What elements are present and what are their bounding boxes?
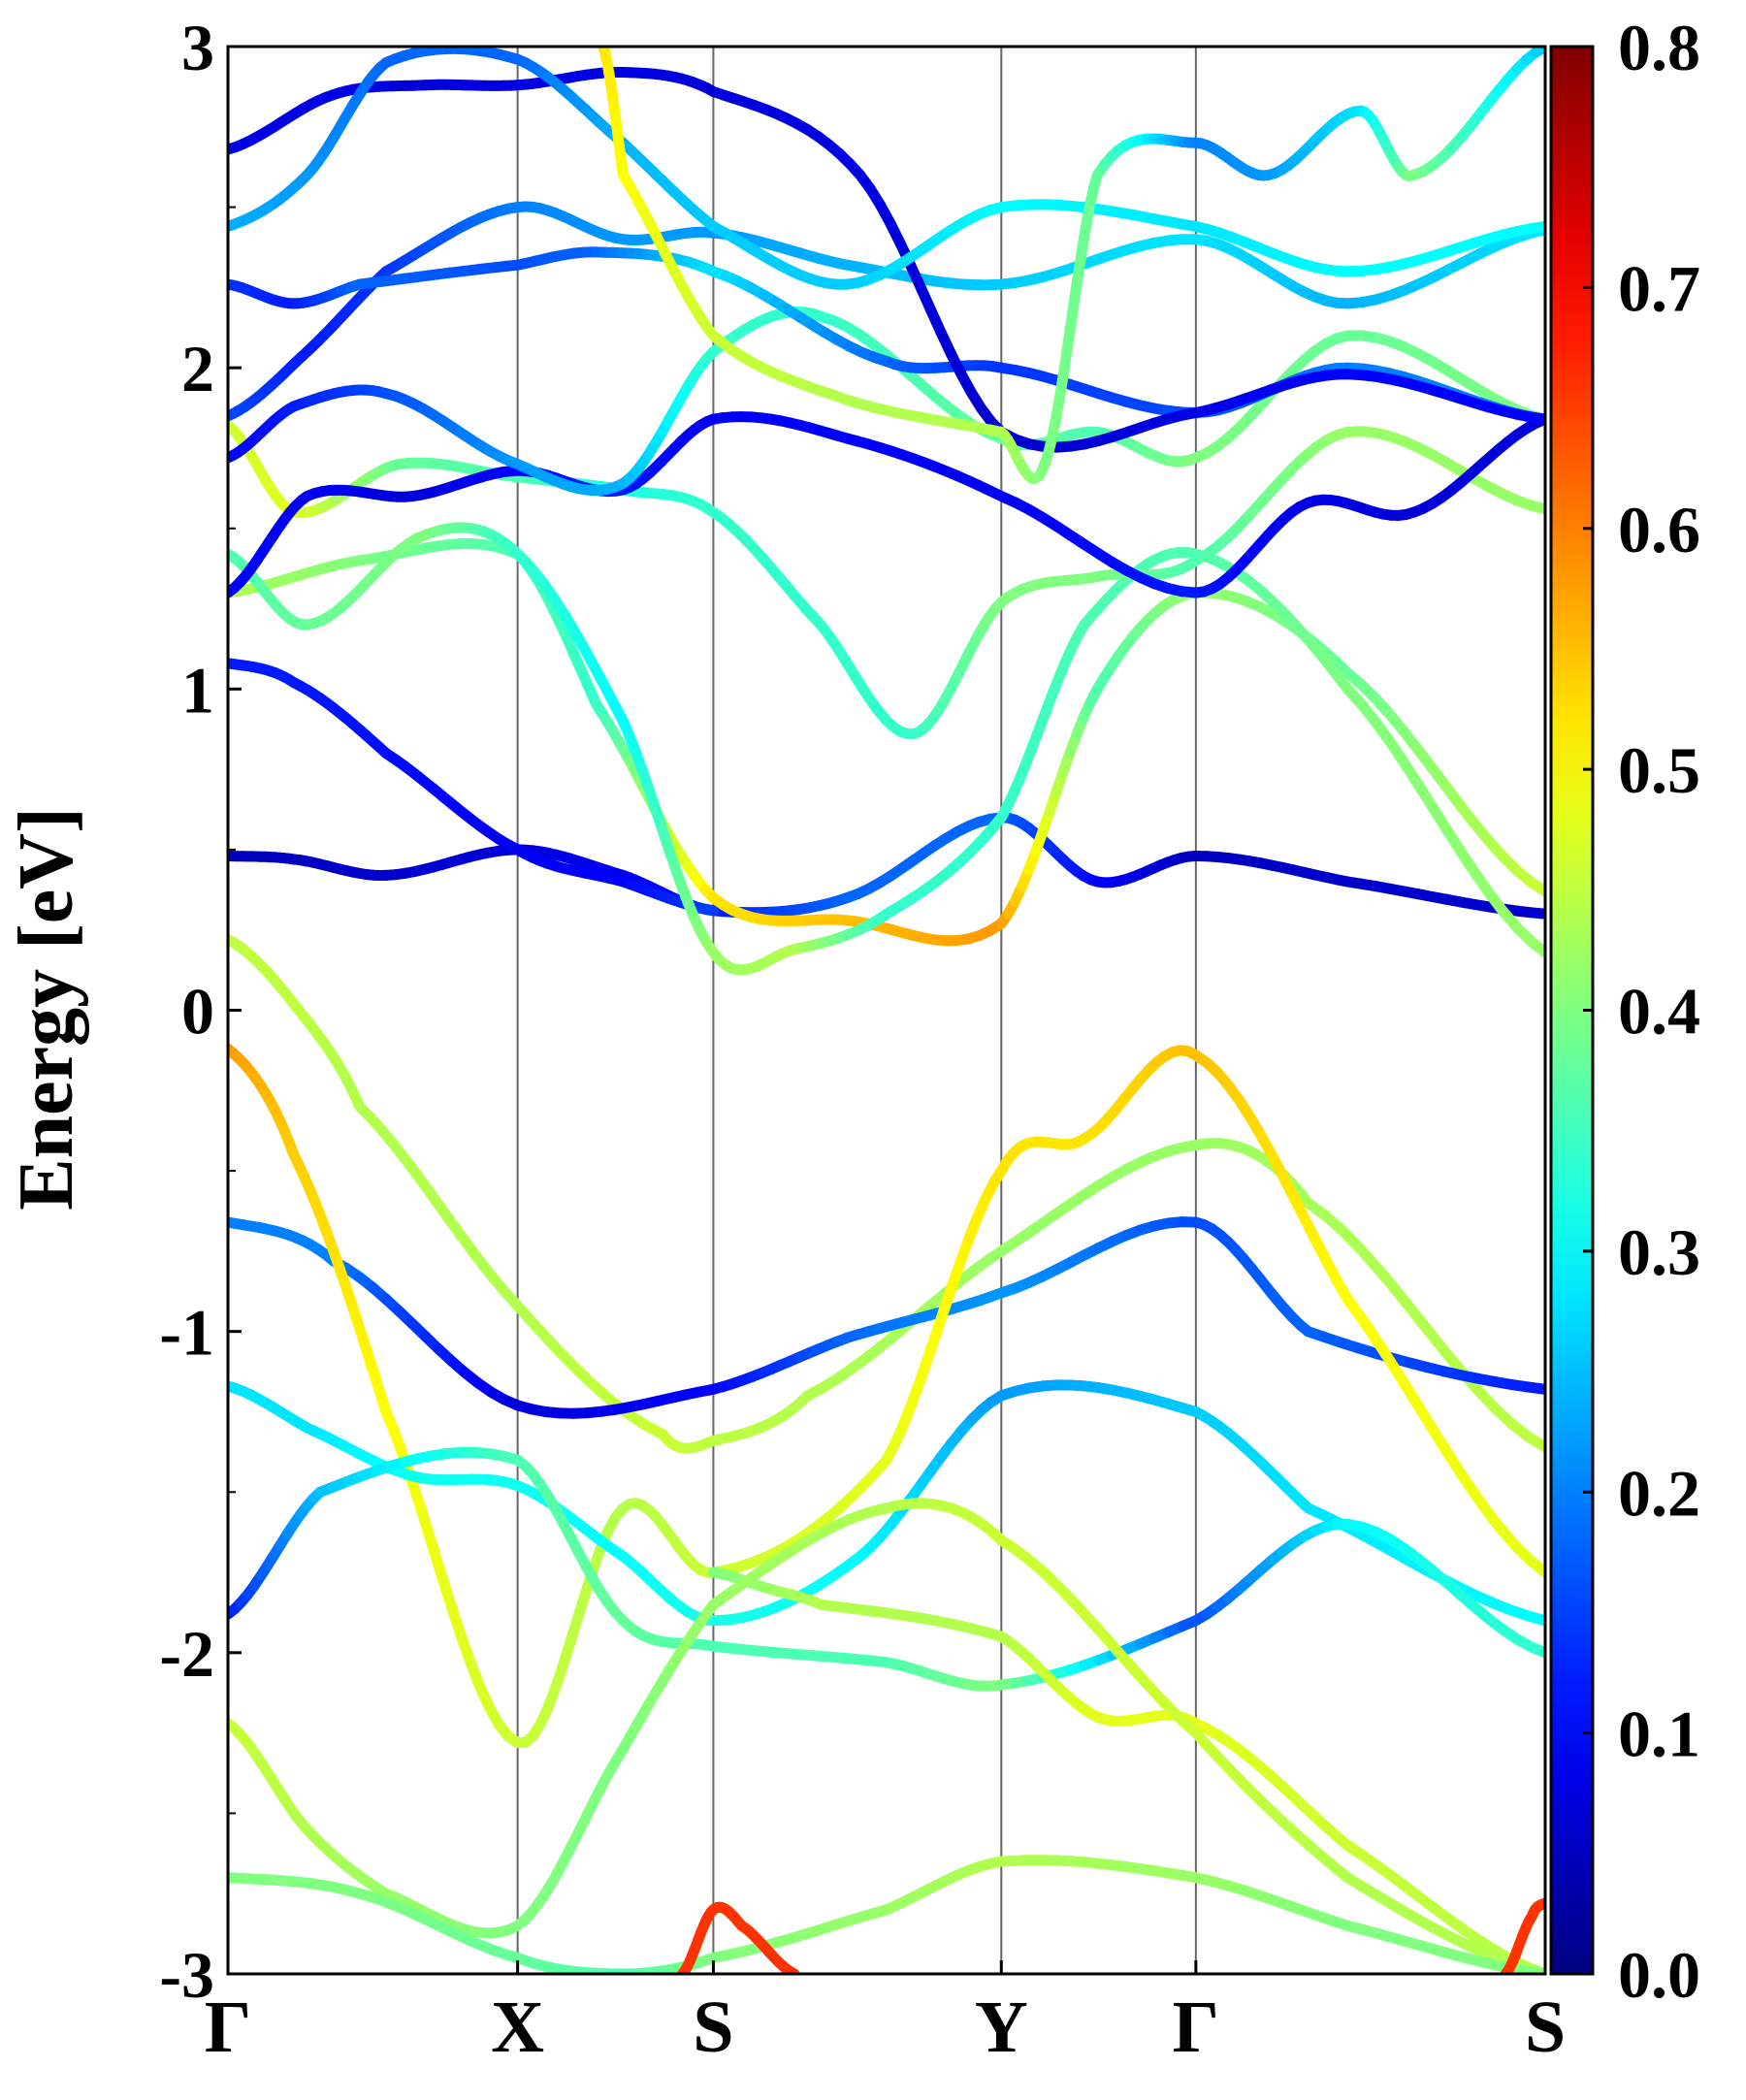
y-tick-label: 1	[181, 653, 214, 727]
y-tick-label: -1	[159, 1296, 214, 1370]
band-5	[228, 1049, 1545, 1742]
band-segment	[1532, 1647, 1546, 1653]
bands	[228, 47, 1545, 1974]
y-tick-label: 3	[181, 11, 214, 84]
band-segment	[1532, 417, 1546, 419]
band-segment	[1532, 883, 1546, 892]
colorbar-tick-label: 0.3	[1618, 1215, 1700, 1289]
band-segment	[1529, 1437, 1546, 1447]
y-tick-label: 0	[181, 975, 214, 1049]
band-4	[228, 1222, 1545, 1414]
colorbar-tick-label: 0.4	[1618, 975, 1700, 1049]
band-15	[228, 73, 1545, 448]
k-point-label: S	[1525, 1987, 1566, 2068]
k-point-label: Γ	[1173, 1987, 1219, 2068]
band-19	[228, 1503, 1545, 1974]
band-segment	[1532, 942, 1546, 953]
band-11	[228, 417, 1545, 593]
colorbar-tick-label: 0.7	[1618, 251, 1700, 325]
colorbar-tick-label: 0.2	[1618, 1456, 1700, 1530]
y-tick-label: 2	[181, 332, 214, 405]
band-18	[713, 1572, 1545, 1974]
band-7	[228, 1452, 1545, 1686]
band-13	[228, 207, 1545, 416]
band-segment	[1529, 1387, 1546, 1389]
band-segment	[1532, 913, 1546, 914]
band-9	[228, 528, 1545, 970]
band-segment	[1532, 505, 1546, 509]
band-segment	[1532, 1562, 1546, 1573]
k-point-label: Y	[975, 1987, 1028, 2068]
k-point-label: X	[491, 1987, 544, 2068]
k-point-label: Γ	[205, 1987, 251, 2068]
colorbar-tick-label: 0.0	[1618, 1938, 1700, 2012]
y-axis-label: Energy [eV]	[4, 807, 89, 1210]
k-point-label: S	[693, 1987, 733, 2068]
band-segment	[1529, 1616, 1546, 1621]
colorbar-tick-label: 0.6	[1618, 493, 1700, 566]
colorbar-tick-label: 0.8	[1618, 11, 1700, 84]
colorbar-tick-label: 0.5	[1618, 733, 1700, 807]
band-1	[228, 818, 1545, 914]
colorbar-ticks: 0.0 0.1 0.2 0.3 0.4 0.5 0.6 0.7 0.8	[1583, 11, 1700, 2012]
band-3	[228, 940, 1545, 1449]
y-tick-label: -2	[159, 1617, 214, 1691]
band-segment	[707, 910, 714, 911]
band-segment	[1532, 227, 1546, 229]
colorbar-tick-label: 0.1	[1618, 1697, 1700, 1771]
